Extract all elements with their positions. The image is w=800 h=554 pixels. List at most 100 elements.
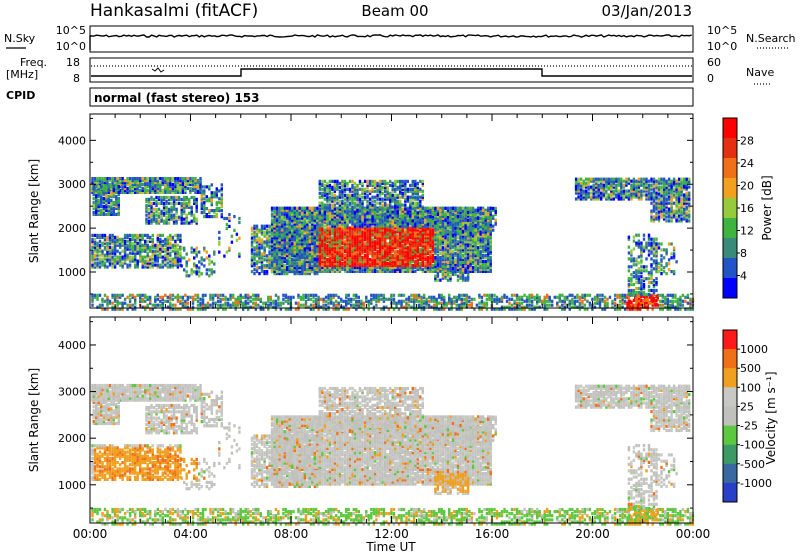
scatter-cell: [321, 224, 324, 228]
scatter-cell: [174, 253, 177, 257]
scatter-cell: [326, 209, 329, 213]
scatter-cell: [174, 251, 177, 255]
scatter-cell: [174, 184, 177, 189]
scatter-cell: [199, 177, 202, 181]
scatter-cell: [296, 242, 299, 246]
scatter-cell: [131, 190, 134, 194]
scatter-cell: [92, 193, 95, 197]
scatter-cell: [136, 184, 139, 189]
scatter-cell: [208, 185, 211, 189]
scatter-cell: [316, 206, 319, 210]
scatter-cell: [139, 184, 142, 189]
scatter-cell: [348, 207, 352, 211]
scatter-cell: [111, 241, 114, 245]
scatter-cell: [200, 195, 203, 199]
scatter-cell: [255, 268, 259, 272]
scatter-cell: [316, 238, 319, 242]
scatter-cell: [100, 185, 103, 189]
scatter-cell: [321, 254, 324, 258]
scatter-cell: [145, 219, 148, 223]
scatter-cell: [333, 267, 337, 271]
scatter-cell: [308, 252, 311, 256]
scatter-cell: [311, 216, 314, 220]
scatter-cell: [321, 238, 324, 242]
scatter-cell: [102, 193, 105, 197]
scatter-cell: [308, 267, 311, 271]
scatter-cell: [154, 243, 157, 247]
scatter-cell: [96, 241, 99, 245]
scatter-cell: [128, 263, 132, 267]
scatter-cell: [260, 224, 264, 228]
scatter-cell: [156, 180, 159, 185]
scatter-cell: [183, 221, 186, 225]
scatter-cell: [288, 254, 291, 258]
scatter-cell: [293, 216, 296, 220]
scatter-cell: [343, 258, 347, 262]
scatter-cell: [280, 218, 284, 222]
scatter-cell: [313, 238, 316, 242]
scatter-cell: [291, 265, 294, 270]
scatter-cell: [93, 179, 97, 183]
scatter-cell: [191, 184, 195, 189]
scatter-cell: [111, 235, 114, 239]
scatter-cell: [338, 244, 342, 248]
scatter-cell: [381, 197, 384, 201]
scatter-cell: [116, 239, 119, 243]
scatter-cell: [311, 222, 314, 226]
scatter-cell: [270, 226, 274, 230]
scatter-cell: [205, 185, 208, 189]
scatter-cell: [338, 232, 342, 236]
scatter-cell: [308, 242, 311, 246]
scatter-cell: [301, 269, 304, 273]
scatter-cell: [96, 233, 99, 237]
scatter-cell: [128, 177, 132, 181]
scatter-cell: [253, 264, 256, 268]
scatter-cell: [156, 259, 159, 263]
scatter-cell: [200, 197, 203, 201]
scatter-cell: [336, 269, 339, 273]
scatter-cell: [318, 269, 321, 273]
scatter-cell: [273, 265, 276, 270]
scatter-cell: [162, 197, 166, 201]
scatter-cell: [301, 246, 304, 250]
scatter-cell: [280, 236, 284, 240]
scatter-cell: [323, 267, 327, 271]
scatter-cell: [121, 237, 124, 241]
scatter-cell: [280, 226, 284, 230]
scatter-cell: [106, 182, 109, 187]
scatter-cell: [179, 237, 182, 241]
scatter-cell: [326, 224, 329, 228]
scatter-cell: [126, 265, 129, 269]
scatter-cell: [111, 245, 114, 249]
scatter-cell: [185, 252, 188, 256]
scatter-cell: [166, 251, 169, 255]
scatter-cell: [100, 197, 103, 201]
scatter-cell: [97, 198, 100, 203]
scatter-cell: [136, 247, 139, 251]
scatter-cell: [98, 182, 102, 187]
scatter-cell: [489, 206, 492, 210]
scatter-cell: [188, 197, 191, 201]
scatter-cell: [128, 190, 132, 194]
scatter-cell: [101, 235, 104, 239]
scatter-cell: [112, 208, 115, 212]
scatter-cell: [149, 259, 152, 263]
scatter-cell: [155, 217, 158, 221]
scatter-cell: [113, 245, 117, 249]
scatter-cell: [238, 236, 241, 240]
scatter-cell: [183, 256, 186, 260]
scatter-cell: [174, 186, 177, 191]
scatter-cell: [265, 236, 269, 240]
scatter-cell: [92, 206, 95, 210]
scatter-cell: [303, 250, 306, 254]
scatter-cell: [273, 254, 276, 258]
scatter-cell: [343, 193, 347, 197]
scatter-cell: [188, 199, 191, 203]
scatter-cell: [318, 244, 321, 248]
scatter-cell: [346, 187, 349, 191]
scatter-cell: [273, 267, 276, 271]
scatter-cell: [275, 265, 279, 270]
scatter-cell: [110, 200, 113, 205]
scatter-cell: [126, 255, 129, 259]
scatter-cell: [144, 265, 147, 269]
